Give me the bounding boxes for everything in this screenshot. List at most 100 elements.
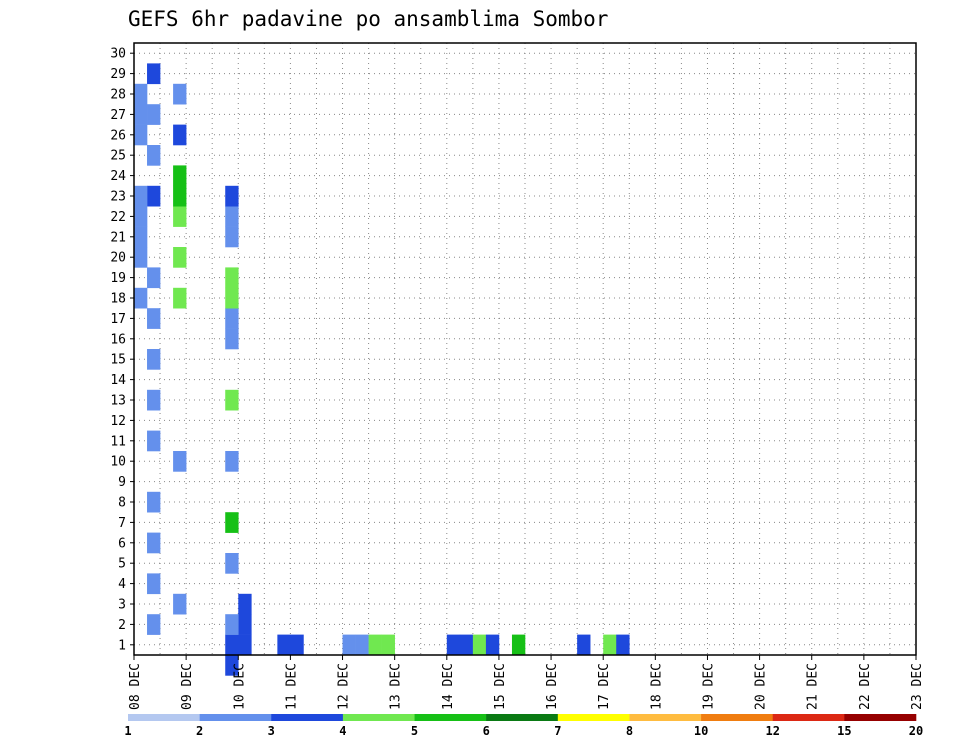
y-tick-label: 9 bbox=[118, 475, 126, 490]
heatmap-cell bbox=[134, 287, 148, 309]
heatmap-cell bbox=[173, 451, 187, 472]
colorbar-label: 1 bbox=[124, 724, 131, 738]
heatmap-cell bbox=[225, 287, 239, 309]
heatmap-cell bbox=[225, 328, 239, 350]
heatmap-cell bbox=[173, 247, 187, 268]
heatmap-cells bbox=[134, 63, 630, 676]
heatmap-cell bbox=[459, 634, 474, 656]
heatmap-cell bbox=[225, 655, 239, 676]
colorbar-label: 15 bbox=[837, 724, 851, 738]
y-tick-label: 11 bbox=[110, 434, 126, 449]
heatmap-cell bbox=[134, 104, 148, 125]
colorbar-label: 6 bbox=[483, 724, 490, 738]
y-tick-label: 25 bbox=[110, 149, 126, 164]
heatmap-cell bbox=[225, 553, 239, 574]
y-tick-label: 7 bbox=[118, 516, 126, 531]
heatmap-cell bbox=[355, 634, 369, 656]
heatmap-cell bbox=[147, 430, 161, 452]
y-tick-label: 30 bbox=[110, 47, 126, 62]
heatmap-cell bbox=[173, 124, 187, 146]
y-tick-label: 27 bbox=[110, 108, 126, 123]
y-tick-label: 26 bbox=[110, 128, 126, 143]
x-tick-label: 14 DEC bbox=[441, 663, 456, 710]
plot-frame bbox=[133, 42, 917, 656]
heatmap-cell bbox=[368, 634, 382, 656]
heatmap-cell bbox=[173, 83, 187, 105]
y-tick-label: 10 bbox=[110, 455, 126, 470]
colorbar-segment bbox=[199, 714, 272, 721]
x-tick-label: 19 DEC bbox=[701, 663, 716, 710]
x-tick-label: 21 DEC bbox=[806, 663, 821, 710]
heatmap-cell bbox=[485, 634, 500, 656]
x-tick-label: 15 DEC bbox=[493, 663, 508, 710]
y-tick-label: 15 bbox=[110, 353, 126, 368]
colorbar-label: 10 bbox=[694, 724, 708, 738]
heatmap-cell bbox=[225, 226, 239, 248]
heatmap-cell bbox=[173, 165, 187, 187]
colorbar-segment bbox=[342, 714, 415, 721]
y-tick-label: 17 bbox=[110, 312, 126, 327]
heatmap-cell bbox=[134, 226, 148, 248]
heatmap-cell bbox=[134, 124, 148, 146]
colorbar-label: 3 bbox=[268, 724, 275, 738]
colorbar-segment bbox=[701, 714, 774, 721]
heatmap-cell bbox=[342, 634, 356, 656]
y-tick-label: 19 bbox=[110, 271, 126, 286]
heatmap-cell bbox=[225, 206, 239, 227]
heatmap-cell bbox=[134, 185, 148, 207]
heatmap-cell bbox=[173, 593, 187, 615]
heatmap-cell bbox=[147, 104, 161, 125]
colorbar-segment bbox=[629, 714, 702, 721]
heatmap-cell bbox=[381, 634, 395, 656]
colorbar-label: 4 bbox=[339, 724, 346, 738]
y-tick-label: 13 bbox=[110, 394, 126, 409]
colorbar-label: 12 bbox=[766, 724, 780, 738]
heatmap-cell bbox=[225, 512, 239, 533]
heatmap-cell bbox=[147, 185, 161, 207]
heatmap-cell bbox=[225, 185, 239, 207]
heatmap-cell bbox=[225, 267, 239, 289]
colorbar-segment bbox=[844, 714, 917, 721]
heatmap-cell bbox=[134, 206, 148, 227]
colorbar-segment bbox=[414, 714, 487, 721]
heatmap-cell bbox=[225, 614, 239, 635]
heatmap-cell bbox=[147, 267, 161, 289]
x-tick-label: 11 DEC bbox=[284, 663, 299, 710]
heatmap-cell bbox=[446, 634, 461, 656]
y-tick-label: 22 bbox=[110, 210, 126, 225]
y-tick-label: 18 bbox=[110, 292, 126, 307]
heatmap-cell bbox=[147, 308, 161, 329]
y-tick-label: 3 bbox=[118, 598, 126, 613]
y-tick-label: 20 bbox=[110, 251, 126, 266]
colorbar-segment bbox=[772, 714, 845, 721]
x-tick-label: 09 DEC bbox=[180, 663, 195, 710]
heatmap-cell bbox=[147, 532, 161, 554]
x-tick-label: 16 DEC bbox=[545, 663, 560, 710]
heatmap-cell bbox=[238, 614, 252, 635]
y-tick-label: 16 bbox=[110, 332, 126, 347]
heatmap-cell bbox=[616, 634, 630, 656]
y-tick-label: 5 bbox=[118, 557, 126, 572]
y-tick-label: 23 bbox=[110, 190, 126, 205]
colorbar-label: 20 bbox=[909, 724, 923, 738]
y-tick-label: 29 bbox=[110, 67, 126, 82]
y-tick-label: 4 bbox=[118, 577, 126, 592]
colorbar: 1 2 3 4 5 6 7 8 10 12 15 20 bbox=[124, 714, 923, 738]
heatmap-cell bbox=[147, 349, 161, 370]
heatmap-cell bbox=[147, 491, 161, 513]
y-tick-label: 8 bbox=[118, 496, 126, 511]
y-tick-label: 12 bbox=[110, 414, 126, 429]
colorbar-segment bbox=[128, 714, 200, 721]
colorbar-segment bbox=[486, 714, 559, 721]
x-tick-label: 22 DEC bbox=[858, 663, 873, 710]
y-tick-label: 2 bbox=[118, 618, 126, 633]
heatmap-cell bbox=[225, 634, 239, 656]
colorbar-label: 7 bbox=[554, 724, 561, 738]
y-tick-label: 24 bbox=[110, 169, 126, 184]
colorbar-segment bbox=[271, 714, 344, 721]
y-axis: 1234567891011121314151617181920212223242… bbox=[110, 47, 134, 653]
heatmap-cell bbox=[147, 389, 161, 411]
x-tick-label: 18 DEC bbox=[649, 663, 664, 710]
x-tick-label: 13 DEC bbox=[389, 663, 404, 710]
